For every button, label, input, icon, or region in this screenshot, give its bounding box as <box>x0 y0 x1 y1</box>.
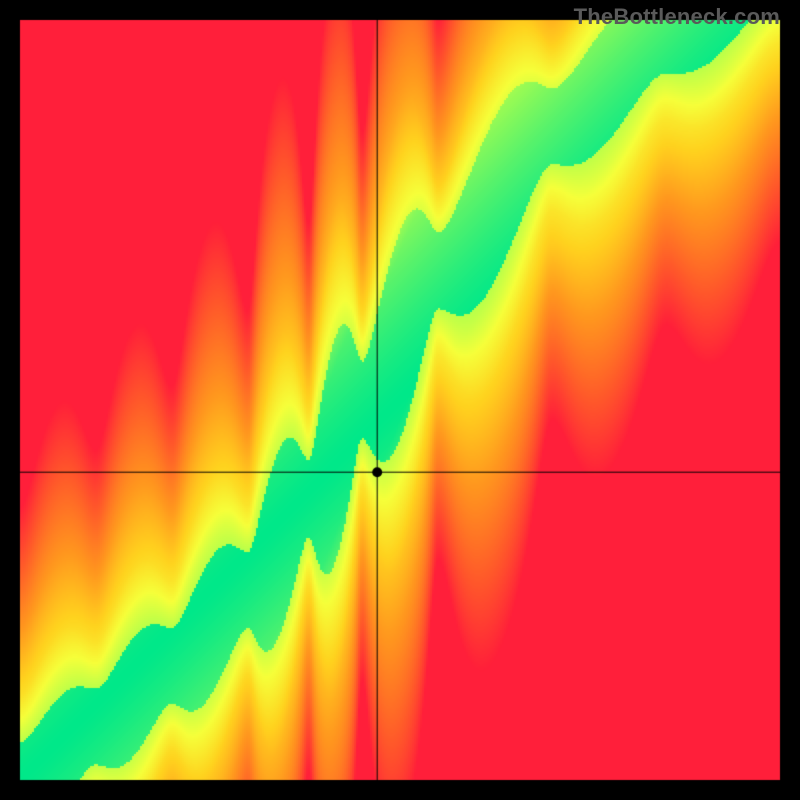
watermark-text: TheBottleneck.com <box>574 4 780 30</box>
chart-container: TheBottleneck.com <box>0 0 800 800</box>
heatmap-canvas <box>0 0 800 800</box>
